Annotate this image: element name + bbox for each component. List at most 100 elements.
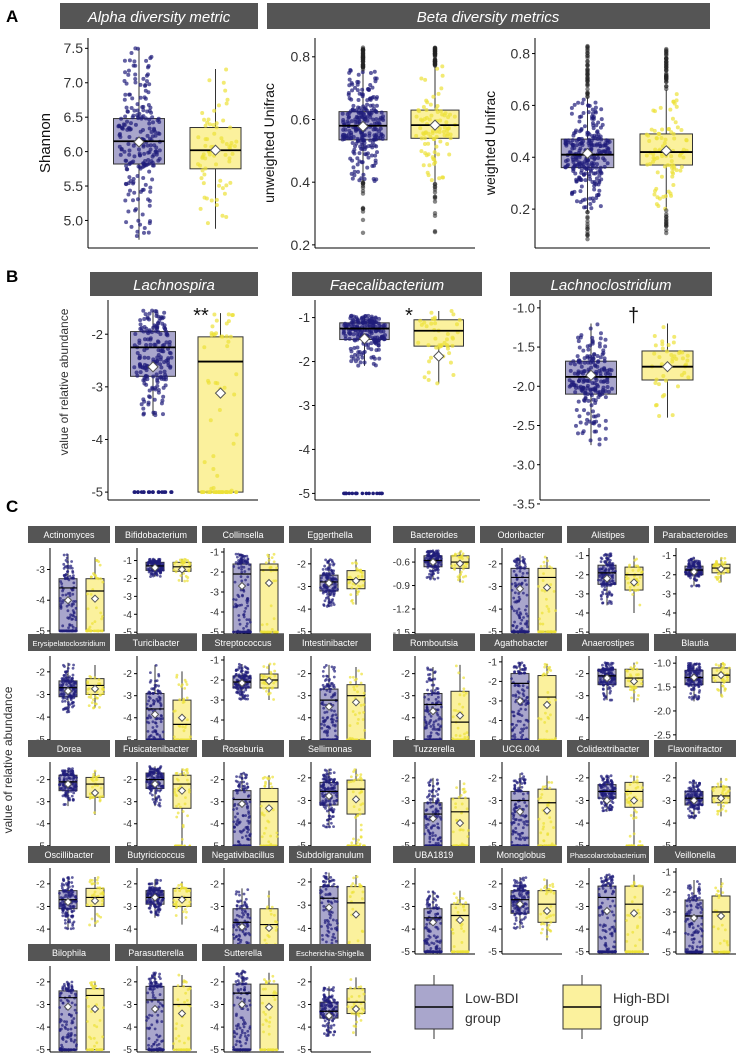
- data-point: [203, 137, 208, 142]
- box-group-low-agathobacter: [510, 661, 530, 742]
- data-point: [153, 133, 158, 138]
- data-point: [593, 414, 598, 419]
- data-point: [154, 679, 157, 683]
- data-point: [579, 364, 584, 369]
- data-point: [235, 672, 238, 676]
- data-point: [541, 579, 545, 582]
- data-point: [526, 625, 529, 629]
- y-tick-label-weighted: 0.6: [511, 97, 531, 113]
- y-label-unweighted: unweighted Unifrac: [261, 83, 277, 203]
- data-point: [239, 690, 243, 694]
- data-point: [681, 155, 686, 160]
- data-point: [330, 569, 334, 573]
- y-tick-label-intestinibacter: -3: [297, 691, 306, 702]
- data-point: [336, 587, 339, 591]
- data-point: [59, 580, 63, 583]
- data-point: [716, 572, 720, 576]
- data-point: [602, 164, 607, 169]
- data-point: [428, 572, 431, 576]
- data-point: [356, 169, 361, 174]
- data-point: [589, 206, 594, 211]
- data-point: [674, 357, 679, 362]
- y-tick-label-parabacteroides: -2: [662, 570, 671, 581]
- data-point: [668, 107, 673, 112]
- data-point: [654, 402, 659, 407]
- outlier-point: [585, 236, 590, 242]
- data-point: [61, 700, 64, 703]
- data-point: [357, 151, 362, 156]
- chart-title-streptococcus: Streptococcus: [214, 638, 272, 648]
- chart-header-bg-actinomyces: [28, 526, 110, 543]
- box-group-high-alistipes: [624, 555, 644, 613]
- data-point: [419, 136, 424, 141]
- y-tick-label-bacteroides: -0.6: [393, 558, 411, 569]
- data-point: [99, 577, 102, 581]
- data-point: [572, 362, 577, 367]
- data-point: [66, 667, 70, 670]
- data-point: [437, 129, 442, 134]
- floor-point: [160, 490, 164, 494]
- data-point: [362, 710, 366, 714]
- data-point: [373, 76, 378, 81]
- y-tick-label-actinomyces: -3: [36, 565, 45, 576]
- data-point: [598, 204, 603, 209]
- data-point: [592, 187, 597, 192]
- chart-title-lachnoclostridium: Lachnoclostridium: [551, 277, 672, 294]
- data-point: [649, 127, 654, 132]
- data-point: [605, 145, 610, 150]
- data-point: [377, 316, 382, 321]
- data-point: [372, 69, 377, 74]
- data-point: [440, 73, 445, 78]
- data-point: [155, 118, 160, 123]
- data-point: [246, 597, 250, 600]
- data-point: [144, 326, 149, 331]
- data-point: [595, 354, 600, 359]
- data-point: [260, 623, 264, 627]
- data-point: [167, 350, 172, 355]
- y-tick-label-shannon: 7.5: [64, 40, 84, 56]
- data-point: [87, 704, 91, 708]
- data-point: [216, 103, 221, 108]
- data-point: [232, 144, 237, 149]
- data-point: [428, 678, 431, 682]
- data-point: [352, 147, 357, 152]
- data-point: [232, 565, 236, 568]
- data-point: [366, 144, 371, 149]
- data-point: [89, 675, 93, 679]
- data-point: [626, 577, 630, 580]
- data-point: [378, 135, 383, 140]
- data-point: [360, 87, 365, 92]
- data-point: [186, 576, 190, 579]
- data-point: [670, 163, 675, 168]
- data-point: [439, 86, 444, 91]
- data-point: [148, 143, 153, 148]
- data-point: [432, 723, 435, 727]
- data-point: [661, 325, 666, 330]
- y-tick-label-collinsella: -3: [210, 588, 219, 599]
- data-point: [583, 197, 588, 202]
- box-group-high-weighted: [639, 46, 693, 236]
- data-point: [520, 618, 524, 622]
- data-point: [132, 59, 137, 64]
- data-point: [161, 730, 165, 734]
- data-point: [436, 551, 440, 555]
- data-point: [416, 340, 421, 345]
- outlier-point: [664, 67, 669, 73]
- data-point: [598, 355, 603, 360]
- data-point: [522, 616, 525, 619]
- outlier-point: [585, 209, 590, 215]
- data-point: [597, 423, 602, 428]
- data-point: [92, 706, 96, 709]
- data-point: [148, 734, 152, 738]
- y-tick-label-collinsella: -2: [210, 568, 219, 579]
- data-point: [655, 170, 660, 175]
- y-tick-label-faecalibacterium: -5: [298, 486, 310, 501]
- data-point: [578, 199, 583, 204]
- data-point: [663, 378, 668, 383]
- data-point: [656, 204, 661, 209]
- data-point: [456, 726, 460, 730]
- data-point: [349, 97, 354, 102]
- data-point: [513, 591, 517, 595]
- data-point: [574, 156, 579, 161]
- data-point: [62, 674, 66, 677]
